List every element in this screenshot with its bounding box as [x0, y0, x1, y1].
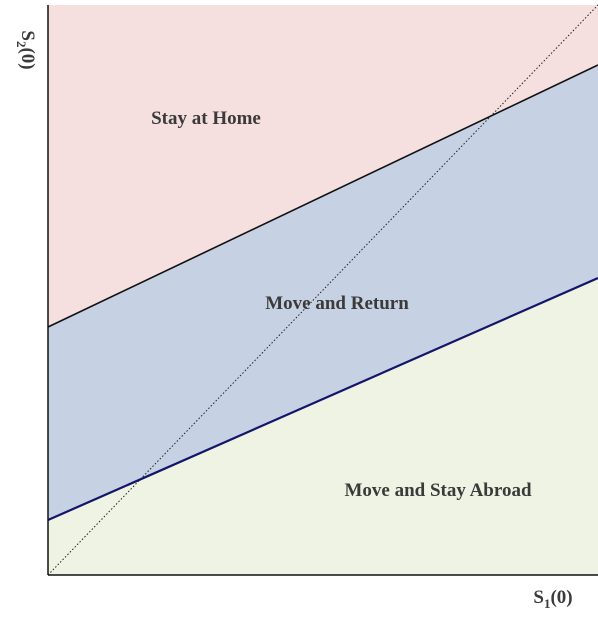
x-axis-base: S: [533, 587, 544, 608]
region-label: Move and Stay Abroad: [344, 480, 531, 501]
x-axis-sub: 1: [544, 596, 551, 611]
y-axis-sub: 2: [14, 41, 29, 48]
stay-at-home-region: [48, 5, 598, 327]
lower-boundary: [47, 276, 598, 522]
region-label: Move and Return: [265, 293, 409, 314]
y-axis-base: S: [17, 30, 38, 41]
region-label: Stay at Home: [151, 108, 261, 129]
upper-boundary: [47, 64, 598, 328]
move-and-return-region: [48, 65, 598, 520]
x-axis-label: S1(0): [533, 587, 572, 611]
y-axis-label: S2(0): [14, 30, 38, 69]
y-axis-rest: (0): [17, 47, 38, 69]
move-and-stay-abroad-region: [48, 278, 598, 575]
x-axis-rest: (0): [550, 587, 572, 608]
diagonal: [47, 4, 598, 576]
